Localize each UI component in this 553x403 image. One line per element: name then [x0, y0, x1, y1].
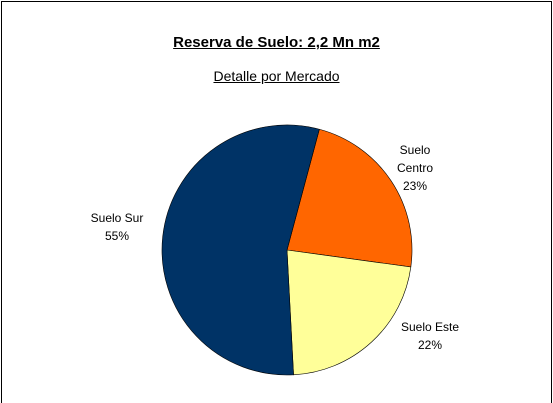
chart-subtitle: Detalle por Mercado	[213, 68, 340, 84]
value-label: 23%	[402, 179, 428, 193]
category-label: Suelo Sur	[90, 211, 144, 225]
pie-slice	[286, 128, 413, 268]
pie-slice	[286, 249, 412, 376]
category-label: Suelo Este	[400, 320, 460, 334]
category-label: Suelo Centro	[396, 143, 434, 175]
chart-title: Reserva de Suelo: 2,2 Mn m2	[173, 34, 380, 51]
value-label: 22%	[417, 338, 443, 352]
pie-slice	[161, 124, 320, 376]
data-label: Suelo Sur 55%	[72, 209, 162, 245]
value-label: 55%	[104, 229, 130, 243]
data-label: Suelo Centro 23%	[385, 141, 445, 195]
data-label: Suelo Este 22%	[385, 318, 475, 354]
